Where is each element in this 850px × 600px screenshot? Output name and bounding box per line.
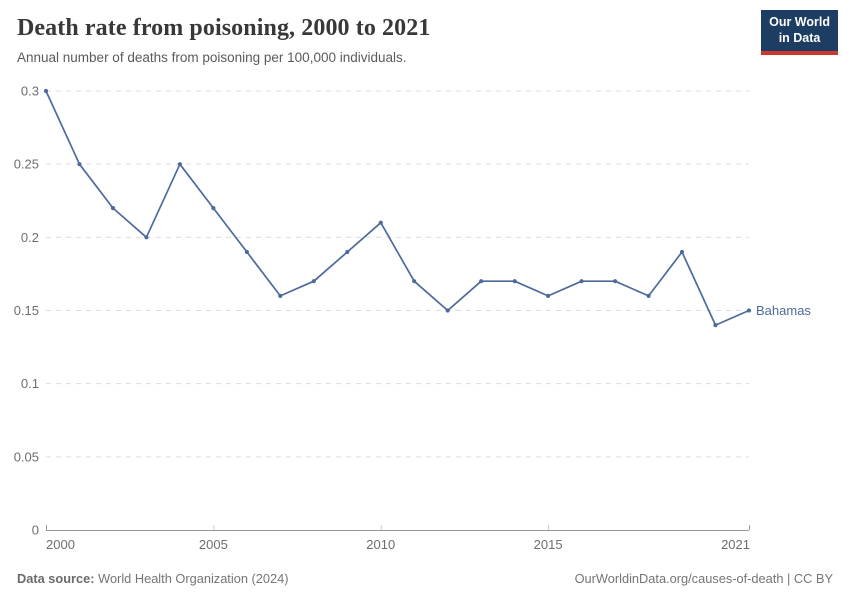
- x-tick-label: 2015: [534, 537, 563, 552]
- owid-logo[interactable]: Our World in Data: [761, 10, 838, 56]
- data-point[interactable]: [546, 293, 551, 298]
- y-tick-label: 0.15: [14, 303, 39, 318]
- data-source-note: Data source: World Health Organization (…: [17, 571, 289, 586]
- x-tick-label: 2010: [366, 537, 395, 552]
- data-point[interactable]: [244, 249, 249, 255]
- data-point[interactable]: [345, 249, 350, 255]
- data-point[interactable]: [311, 279, 316, 284]
- entity-label[interactable]: Bahamas: [756, 303, 811, 318]
- license-note: OurWorldinData.org/causes-of-death | CC …: [574, 571, 833, 586]
- x-tick-label: 2000: [46, 537, 75, 552]
- data-point[interactable]: [278, 293, 283, 298]
- data-point[interactable]: [144, 235, 149, 240]
- data-source-text: World Health Organization (2024): [98, 571, 289, 586]
- data-point[interactable]: [177, 162, 182, 167]
- y-tick-label: 0.1: [21, 376, 39, 391]
- data-point[interactable]: [579, 279, 584, 284]
- data-point[interactable]: [512, 279, 517, 284]
- x-tick-label: 2005: [199, 537, 228, 552]
- x-tick-label: 2021: [721, 537, 750, 552]
- data-point[interactable]: [679, 249, 685, 255]
- chart-subtitle: Annual number of deaths from poisoning p…: [17, 49, 407, 65]
- chart-header: Death rate from poisoning, 2000 to 2021 …: [17, 14, 757, 66]
- data-point[interactable]: [110, 206, 116, 211]
- data-point[interactable]: [43, 88, 49, 94]
- data-point[interactable]: [378, 220, 383, 225]
- y-tick-label: 0.3: [21, 84, 39, 99]
- data-point[interactable]: [479, 279, 484, 284]
- y-tick-label: 0: [32, 523, 39, 538]
- series-line[interactable]: [45, 90, 750, 326]
- y-tick-label: 0.05: [14, 449, 39, 464]
- data-point[interactable]: [445, 308, 450, 313]
- data-point[interactable]: [211, 206, 216, 211]
- y-tick-label: 0.2: [21, 230, 39, 245]
- owid-logo-line2: in Data: [778, 30, 821, 45]
- data-point[interactable]: [746, 308, 752, 313]
- data-point[interactable]: [613, 279, 618, 284]
- data-point[interactable]: [646, 293, 651, 298]
- data-point[interactable]: [713, 323, 718, 328]
- chart-footer: Data source: World Health Organization (…: [17, 571, 833, 586]
- owid-logo-line1: Our World: [769, 15, 830, 29]
- data-point[interactable]: [412, 279, 417, 284]
- y-tick-label: 0.25: [14, 157, 39, 172]
- data-source-label: Data source:: [17, 571, 95, 586]
- data-point[interactable]: [77, 162, 82, 167]
- page-title: Death rate from poisoning, 2000 to 2021: [17, 15, 431, 41]
